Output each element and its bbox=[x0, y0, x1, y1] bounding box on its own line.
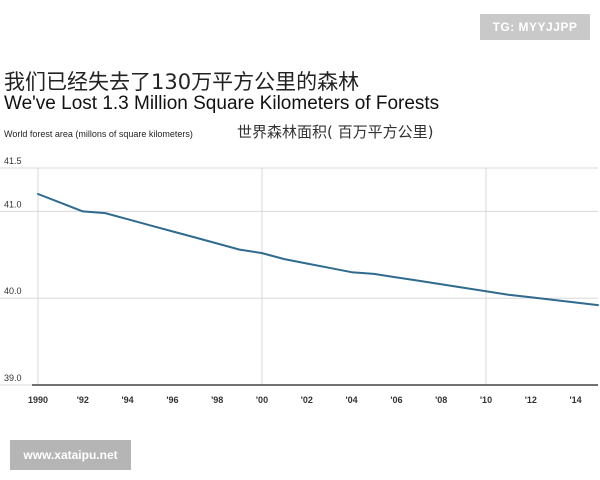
x-tick-label: 1990 bbox=[28, 395, 48, 405]
y-tick-label: 41.0 bbox=[4, 199, 22, 209]
x-tick-label: '06 bbox=[390, 395, 402, 405]
x-tick-label: '92 bbox=[77, 395, 89, 405]
chart-title-chinese: 我们已经失去了130万平方公里的森林 bbox=[4, 70, 360, 94]
x-tick-label: '98 bbox=[211, 395, 223, 405]
x-tick-label: '02 bbox=[301, 395, 313, 405]
x-tick-label: '14 bbox=[570, 395, 582, 405]
x-tick-label: '94 bbox=[122, 395, 134, 405]
tag-label: TG: MYYJJPP bbox=[480, 14, 590, 40]
chart-subtitle-english: World forest area (millons of square kil… bbox=[4, 129, 193, 139]
chart-title-english: We've Lost 1.3 Million Square Kilometers… bbox=[4, 93, 440, 114]
x-tick-label: '10 bbox=[480, 395, 492, 405]
watermark-label: www.xataipu.net bbox=[10, 440, 131, 470]
y-tick-label: 39.0 bbox=[4, 373, 22, 383]
chart-subtitle-chinese: 世界森林面积( 百万平方公里) bbox=[237, 123, 434, 141]
x-tick-label: '04 bbox=[346, 395, 358, 405]
x-tick-label: '96 bbox=[166, 395, 178, 405]
x-tick-label: '08 bbox=[435, 395, 447, 405]
y-tick-label: 40.0 bbox=[4, 286, 22, 296]
x-tick-label: '00 bbox=[256, 395, 268, 405]
forest-area-line bbox=[37, 193, 599, 307]
y-tick-label: 41.5 bbox=[4, 156, 22, 166]
x-tick-label: '12 bbox=[525, 395, 537, 405]
